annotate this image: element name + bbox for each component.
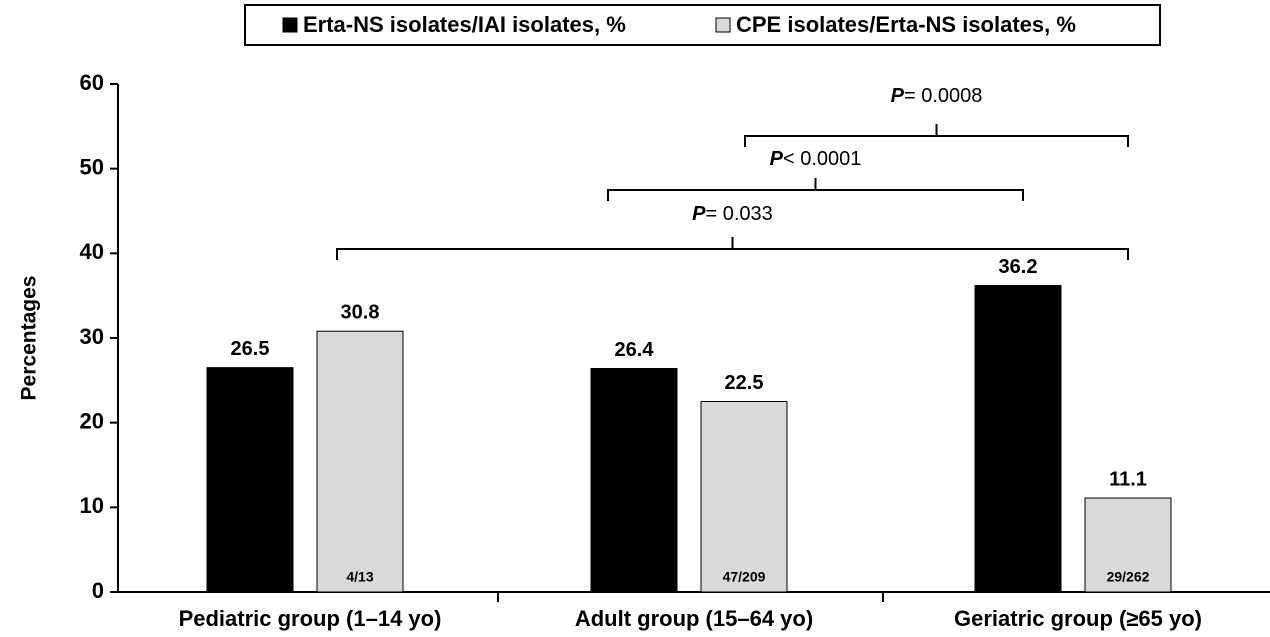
value-label: 11.1 xyxy=(1109,468,1147,490)
y-axis-title: Percentages xyxy=(18,276,41,401)
x-tick-label: Pediatric group (1–14 yo) xyxy=(179,606,442,631)
value-label: 26.4 xyxy=(615,339,655,361)
value-label: 22.5 xyxy=(725,372,764,394)
bar xyxy=(1084,497,1172,593)
y-tick-label: 30 xyxy=(80,324,104,349)
count-label: 209/792 xyxy=(609,569,660,585)
value-label: 26.5 xyxy=(231,338,270,360)
y-tick-label: 20 xyxy=(80,408,104,433)
bar xyxy=(700,401,788,593)
legend-label: Erta-NS isolates/IAI isolates, % xyxy=(303,12,626,37)
x-tick-label: Geriatric group (≥65 yo) xyxy=(954,606,1202,631)
count-label: 262/723 xyxy=(993,569,1044,585)
x-tick-label: Adult group (15–64 yo) xyxy=(575,606,813,631)
y-tick-label: 10 xyxy=(80,493,104,518)
y-tick-label: 40 xyxy=(80,239,104,264)
legend-box xyxy=(244,4,1161,46)
y-tick-label: 0 xyxy=(92,578,104,603)
bracket xyxy=(607,178,1024,201)
bar xyxy=(316,330,404,593)
legend-swatch xyxy=(282,17,298,33)
p-value: P< 0.0001 xyxy=(770,148,862,170)
value-label: 30.8 xyxy=(341,302,380,324)
count-label: 29/262 xyxy=(1107,569,1150,585)
p-value: P= 0.033 xyxy=(692,203,773,225)
y-tick-label: 50 xyxy=(80,154,104,179)
bracket xyxy=(744,124,1129,147)
bar xyxy=(206,367,294,593)
bar xyxy=(974,285,1062,593)
count-label: 47/209 xyxy=(723,569,766,585)
legend-swatch xyxy=(715,17,731,33)
bracket xyxy=(336,237,1129,260)
legend-label: CPE isolates/Erta-NS isolates, % xyxy=(736,12,1076,37)
count-label: 13/49 xyxy=(232,569,267,585)
count-label: 4/13 xyxy=(346,569,373,585)
value-label: 36.2 xyxy=(999,256,1038,278)
p-value: P= 0.0008 xyxy=(891,85,983,107)
y-tick-label: 60 xyxy=(80,70,104,95)
bar xyxy=(590,367,678,593)
